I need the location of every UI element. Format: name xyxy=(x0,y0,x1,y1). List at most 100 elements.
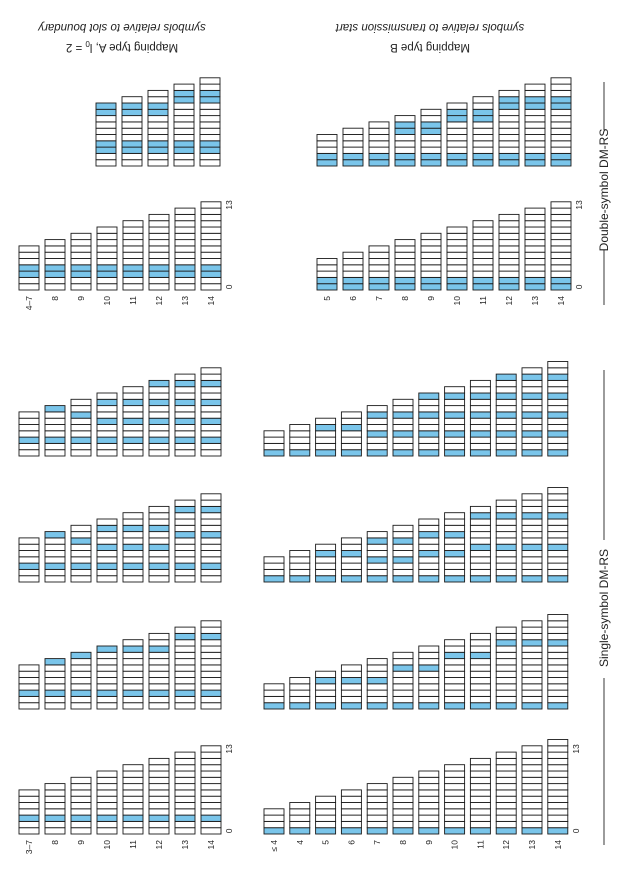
symbol-bar xyxy=(550,77,572,167)
dmrs-symbol-cell xyxy=(173,140,195,148)
data-symbol-cell xyxy=(472,134,494,142)
data-symbol-cell xyxy=(200,670,222,678)
data-symbol-cell xyxy=(174,645,196,653)
data-symbol-cell xyxy=(96,424,118,432)
data-symbol-cell xyxy=(96,531,118,539)
data-symbol-cell xyxy=(174,449,196,457)
group-typeA-double-1: 4–7 8 9 10 11 12 13 14 0 13 xyxy=(18,200,234,310)
group-typeA-single-2 xyxy=(18,620,222,710)
data-symbol-cell xyxy=(44,239,66,247)
axis-end-label: 13 xyxy=(574,200,584,210)
data-symbol-cell xyxy=(498,232,520,241)
data-symbol-cell xyxy=(392,531,414,539)
dmrs-symbol-cell xyxy=(44,436,66,444)
data-symbol-cell xyxy=(469,757,491,766)
data-symbol-cell xyxy=(44,702,66,710)
data-symbol-cell xyxy=(420,245,442,253)
data-symbol-cell xyxy=(289,689,311,697)
symbol-bar xyxy=(472,96,494,167)
data-symbol-cell xyxy=(122,442,144,451)
symbol-bar xyxy=(200,367,222,457)
data-symbol-cell xyxy=(95,152,117,161)
symbol-bar xyxy=(289,677,311,710)
data-symbol-cell xyxy=(547,367,569,375)
data-symbol-cell xyxy=(174,751,196,759)
data-symbol-cell xyxy=(418,524,440,533)
dmrs-symbol-cell xyxy=(392,556,414,564)
dmrs-symbol-cell xyxy=(174,398,196,407)
data-symbol-cell xyxy=(289,695,311,704)
data-symbol-cell xyxy=(174,568,196,577)
data-symbol-cell xyxy=(340,562,362,570)
data-symbol-cell xyxy=(521,524,543,533)
data-symbol-cell xyxy=(18,683,40,691)
dmrs-symbol-cell xyxy=(550,283,572,291)
data-symbol-cell xyxy=(420,115,442,123)
data-symbol-cell xyxy=(340,543,362,551)
data-symbol-cell xyxy=(147,96,169,104)
data-symbol-cell xyxy=(469,683,491,691)
dmrs-symbol-cell xyxy=(524,159,546,167)
data-symbol-cell xyxy=(547,417,569,425)
bar-groups: 3–7 8 9 10 11 12 13 14 0 13 4–7 8 9 10 11 12 13 14 0 13 ≤ 4 4… xyxy=(18,77,584,854)
data-symbol-cell xyxy=(444,670,466,678)
symbol-bar xyxy=(342,127,364,167)
double-symbol-label: Double-symbol DM-RS xyxy=(597,129,611,252)
symbol-bar xyxy=(148,379,170,457)
dmrs-symbol-cell xyxy=(148,398,170,407)
data-symbol-cell xyxy=(446,121,468,129)
dmrs-symbol-cell xyxy=(524,102,546,110)
dmrs-symbol-cell xyxy=(366,575,388,583)
data-symbol-cell xyxy=(263,689,285,697)
symbol-bar xyxy=(392,398,414,457)
dmrs-symbol-cell xyxy=(444,411,466,419)
data-symbol-cell xyxy=(444,802,466,810)
data-symbol-cell xyxy=(547,493,569,501)
data-symbol-cell xyxy=(444,442,466,451)
symbol-bar xyxy=(547,739,569,835)
data-symbol-cell xyxy=(174,808,196,816)
data-symbol-cell xyxy=(547,689,569,697)
data-symbol-cell xyxy=(495,379,517,388)
bar-duration-label: 10 xyxy=(452,296,462,306)
dmrs-symbol-cell xyxy=(472,152,494,161)
dmrs-symbol-cell xyxy=(418,575,440,583)
dmrs-symbol-cell xyxy=(200,562,222,570)
data-symbol-cell xyxy=(444,512,466,520)
symbol-bar xyxy=(148,505,170,583)
data-symbol-cell xyxy=(469,531,491,539)
dmrs-symbol-cell xyxy=(469,449,491,457)
dmrs-symbol-cell xyxy=(472,276,494,285)
dmrs-symbol-cell xyxy=(472,283,494,291)
symbol-bar xyxy=(521,745,543,835)
data-symbol-cell xyxy=(122,827,144,835)
data-symbol-cell xyxy=(392,562,414,570)
symbol-bar xyxy=(122,220,144,291)
data-symbol-cell xyxy=(200,392,222,400)
data-symbol-cell xyxy=(148,550,170,558)
data-symbol-cell xyxy=(418,683,440,691)
data-symbol-cell xyxy=(521,626,543,634)
dmrs-symbol-cell xyxy=(263,449,285,457)
data-symbol-cell xyxy=(498,251,520,259)
data-symbol-cell xyxy=(199,134,221,142)
data-symbol-cell xyxy=(174,220,196,228)
symbol-bar xyxy=(420,232,442,291)
symbol-bar xyxy=(418,645,440,710)
data-symbol-cell xyxy=(200,651,222,660)
data-symbol-cell xyxy=(394,140,416,148)
data-symbol-cell xyxy=(174,386,196,394)
dmrs-symbol-cell xyxy=(315,449,337,457)
data-symbol-cell xyxy=(147,115,169,123)
data-symbol-cell xyxy=(148,283,170,291)
data-symbol-cell xyxy=(200,207,222,215)
symbol-bar xyxy=(392,524,414,583)
data-symbol-cell xyxy=(315,820,337,829)
symbol-bar xyxy=(366,658,388,710)
data-symbol-cell xyxy=(148,258,170,266)
data-symbol-cell xyxy=(469,518,491,526)
data-symbol-cell xyxy=(174,512,196,520)
data-symbol-cell xyxy=(148,537,170,545)
data-symbol-cell xyxy=(521,677,543,685)
